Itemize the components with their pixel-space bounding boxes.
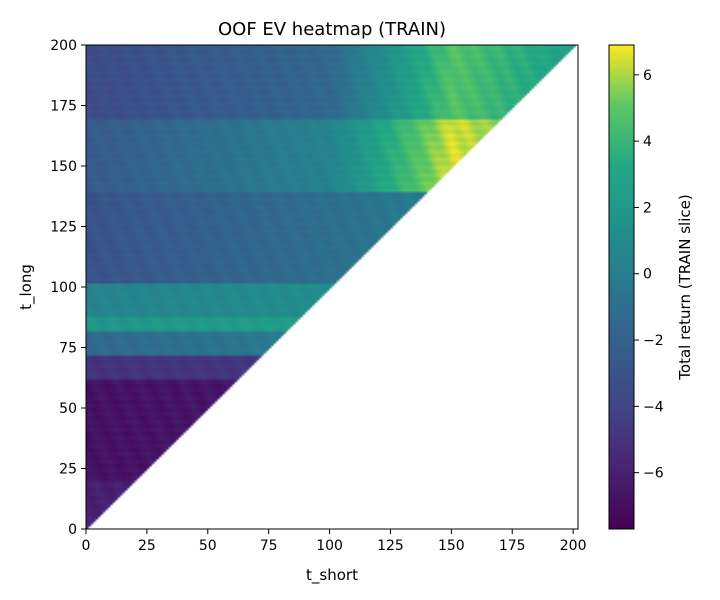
y-tick-label: 175 bbox=[50, 99, 77, 115]
colorbar-tick-label: −6 bbox=[643, 466, 664, 482]
y-tick-label: 200 bbox=[50, 38, 77, 54]
y-tick-label: 50 bbox=[59, 401, 77, 417]
x-axis-label: t_short bbox=[306, 566, 358, 585]
y-tick-label: 75 bbox=[59, 341, 77, 357]
y-tick-label: 125 bbox=[50, 220, 77, 236]
y-tick-label: 25 bbox=[59, 462, 77, 478]
colorbar-ticks: −6 −4 −2 0 2 4 6 bbox=[634, 68, 664, 482]
y-tick-label: 0 bbox=[68, 522, 77, 538]
y-axis: 0 25 50 75 100 125 150 175 200 bbox=[50, 38, 86, 538]
colorbar-tick-label: −4 bbox=[643, 399, 664, 415]
colorbar-tick-label: 0 bbox=[643, 267, 652, 283]
colorbar-tick-label: 4 bbox=[643, 134, 652, 150]
plot-area bbox=[85, 44, 579, 530]
x-tick-label: 75 bbox=[260, 538, 278, 554]
y-tick-label: 100 bbox=[50, 280, 77, 296]
colorbar-tick-label: 2 bbox=[643, 200, 652, 216]
chart-title: OOF EV heatmap (TRAIN) bbox=[218, 19, 446, 40]
x-tick-label: 0 bbox=[82, 538, 91, 554]
colorbar-frame bbox=[608, 44, 635, 530]
colorbar-label: Total return (TRAIN slice) bbox=[676, 194, 694, 380]
x-tick-label: 125 bbox=[377, 538, 404, 554]
x-tick-label: 25 bbox=[138, 538, 156, 554]
x-tick-label: 200 bbox=[560, 538, 587, 554]
heatmap-cells bbox=[86, 45, 576, 529]
colorbar-tick-label: −2 bbox=[643, 333, 664, 349]
x-tick-label: 175 bbox=[499, 538, 526, 554]
y-tick-label: 150 bbox=[50, 159, 77, 175]
x-axis: 0 25 50 75 100 125 150 175 200 bbox=[82, 529, 587, 554]
x-tick-label: 50 bbox=[199, 538, 217, 554]
colorbar bbox=[608, 44, 635, 530]
colorbar-gradient bbox=[609, 45, 634, 529]
colorbar-tick-label: 6 bbox=[643, 68, 652, 84]
x-tick-label: 150 bbox=[438, 538, 465, 554]
y-axis-label: t_long bbox=[17, 264, 36, 310]
x-tick-label: 100 bbox=[316, 538, 343, 554]
